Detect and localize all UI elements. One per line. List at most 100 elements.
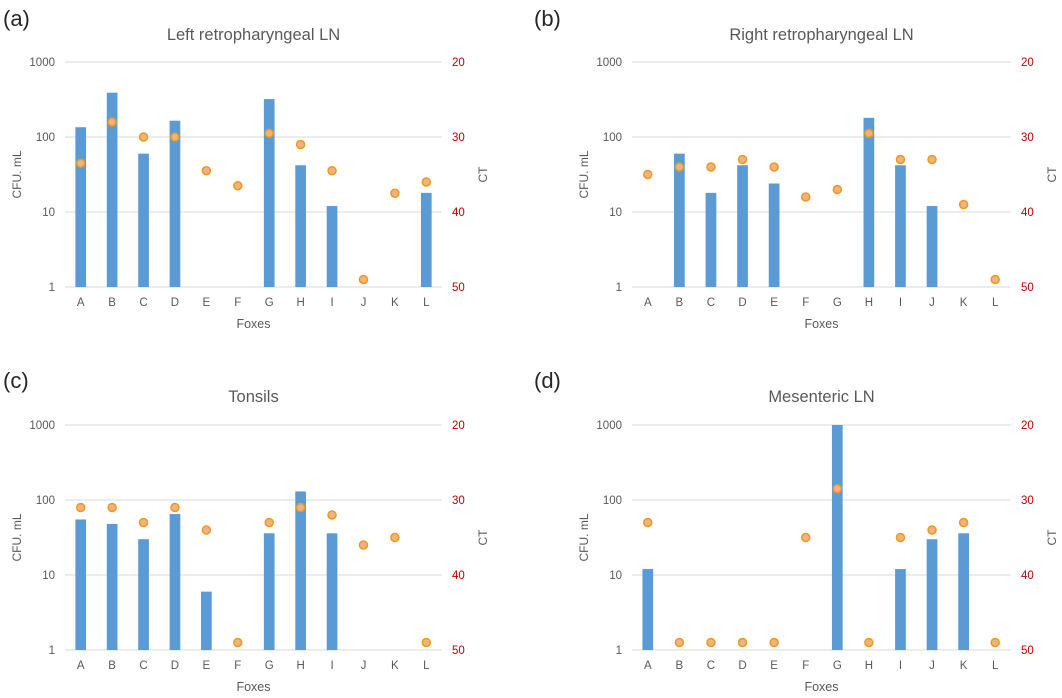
x-tick-label: H	[296, 297, 304, 309]
bar-A	[642, 569, 654, 650]
y2-tick-label: 20	[452, 420, 465, 432]
y2-tick-label: 30	[452, 132, 465, 144]
x-axis-label: Foxes	[804, 317, 838, 331]
x-tick-label: E	[203, 660, 211, 672]
y2-axis-label: CT	[1045, 166, 1059, 183]
x-tick-label: H	[296, 660, 304, 672]
x-tick-label: G	[265, 297, 274, 309]
y-tick-label: 10	[609, 207, 622, 219]
ct-point-L	[421, 177, 432, 187]
chart-panel: (a) Left retropharyngeal LN 1 10 100 1000 20 30…	[3, 6, 490, 331]
bar-I	[326, 533, 338, 650]
bar-E	[201, 591, 212, 650]
ct-point-E	[769, 162, 779, 172]
y-tick-label: 100	[36, 495, 55, 507]
panel-label: (d)	[534, 368, 561, 393]
x-tick-label: K	[391, 660, 399, 672]
ct-point-G	[832, 184, 843, 195]
x-tick-label: D	[171, 660, 179, 672]
ct-point-F	[233, 637, 243, 648]
chart-title: Right retropharyngeal LN	[729, 26, 913, 44]
x-tick-label: E	[770, 297, 778, 309]
x-tick-label: J	[361, 660, 367, 672]
x-axis-label: Foxes	[236, 317, 270, 331]
chart-title: Mesenteric LN	[768, 388, 874, 406]
x-tick-label: L	[992, 660, 999, 672]
chart-panel: (d) Mesenteric LN 1 10 100 1000 20 30 40 50 A B C D E F…	[534, 368, 1059, 694]
bar-K	[958, 533, 969, 650]
y-tick-label: 100	[603, 132, 622, 144]
ct-point-E	[201, 166, 212, 176]
chart-panel: (b) Right retropharyngeal LN 1 10 100 1000 20 3…	[534, 6, 1059, 331]
x-tick-label: A	[77, 660, 85, 672]
x-tick-label: C	[139, 660, 147, 672]
y-axis-label: CFU. mL	[577, 150, 591, 198]
ct-point-A	[643, 517, 653, 528]
y-tick-label: 100	[36, 132, 55, 144]
y-tick-label: 1	[616, 645, 622, 657]
x-tick-label: I	[330, 660, 333, 672]
x-tick-label: F	[234, 660, 241, 672]
chart-title: Left retropharyngeal LN	[167, 26, 340, 44]
x-tick-label: K	[391, 297, 399, 309]
bar-G	[263, 533, 275, 650]
x-tick-label: I	[899, 660, 902, 672]
bar-G	[263, 99, 275, 287]
x-tick-label: H	[865, 297, 873, 309]
ct-point-C	[138, 517, 149, 528]
bar-C	[138, 539, 149, 650]
x-tick-label: G	[265, 660, 274, 672]
y2-axis-label: CT	[476, 166, 490, 183]
x-tick-label: L	[423, 660, 430, 672]
ct-point-K	[390, 532, 400, 543]
bar-B	[106, 92, 118, 287]
bar-H	[863, 117, 875, 288]
panel-label: (a)	[3, 6, 30, 31]
x-tick-label: J	[929, 297, 935, 309]
bar-A	[75, 519, 87, 650]
x-tick-label: I	[330, 297, 333, 309]
x-tick-label: E	[203, 297, 211, 309]
x-tick-label: B	[108, 297, 116, 309]
y-tick-label: 1	[49, 282, 55, 294]
y-tick-label: 1	[616, 282, 622, 294]
y2-tick-label: 50	[452, 645, 465, 657]
ct-point-I	[327, 510, 337, 520]
y2-tick-label: 50	[1021, 282, 1034, 294]
bar-D	[169, 514, 181, 650]
x-axis-label: Foxes	[804, 680, 838, 693]
x-tick-label: D	[171, 297, 179, 309]
ct-point-H	[864, 637, 874, 648]
gridlines	[65, 424, 442, 651]
ct-point-D	[737, 637, 748, 648]
y2-tick-label: 30	[452, 495, 465, 507]
x-tick-label: A	[644, 297, 652, 309]
ct-point-J	[927, 154, 937, 165]
ct-point-G	[264, 517, 274, 528]
y2-tick-label: 30	[1021, 132, 1034, 144]
y-tick-label: 1000	[596, 420, 622, 432]
ct-point-K	[390, 188, 400, 198]
y2-tick-label: 50	[452, 282, 465, 294]
y-tick-label: 1	[49, 645, 55, 657]
ct-point-D	[170, 502, 180, 513]
y-tick-label: 10	[609, 570, 622, 582]
bar-C	[705, 192, 717, 287]
x-tick-label: J	[361, 297, 367, 309]
ct-point-H	[295, 502, 306, 513]
ct-point-L	[990, 274, 1000, 285]
ct-point-G	[832, 484, 843, 494]
ct-point-E	[769, 637, 779, 648]
ct-point-G	[264, 128, 274, 138]
gridlines	[65, 61, 442, 288]
y-tick-label: 10	[42, 570, 55, 582]
ct-point-B	[674, 162, 685, 172]
ct-point-F	[233, 181, 243, 191]
ct-point-B	[107, 502, 117, 513]
ct-point-K	[958, 199, 969, 210]
y2-tick-label: 30	[1021, 495, 1034, 507]
x-tick-label: F	[802, 660, 809, 672]
ct-point-C	[706, 637, 716, 648]
x-tick-label: C	[139, 297, 147, 309]
